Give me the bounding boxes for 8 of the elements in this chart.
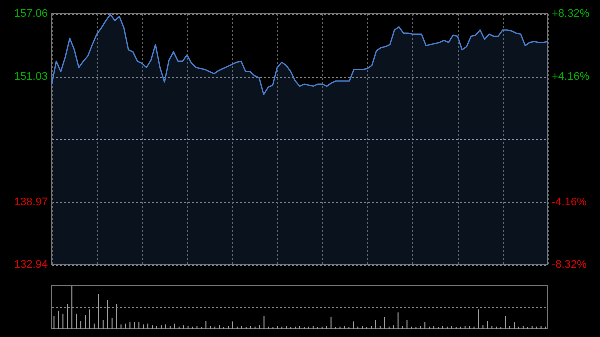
y-tick-label: 138.97: [14, 196, 48, 208]
y-tick-label: 157.06: [14, 8, 48, 20]
y2-tick-label: +4.16%: [552, 70, 590, 83]
y-tick-label: 151.03: [14, 70, 48, 83]
y-tick-label: 132.94: [14, 259, 48, 271]
y2-tick-label: +8.32%: [552, 8, 590, 20]
y2-tick-label: -4.16%: [552, 196, 588, 208]
y2-tick-label: -8.32%: [552, 259, 588, 271]
